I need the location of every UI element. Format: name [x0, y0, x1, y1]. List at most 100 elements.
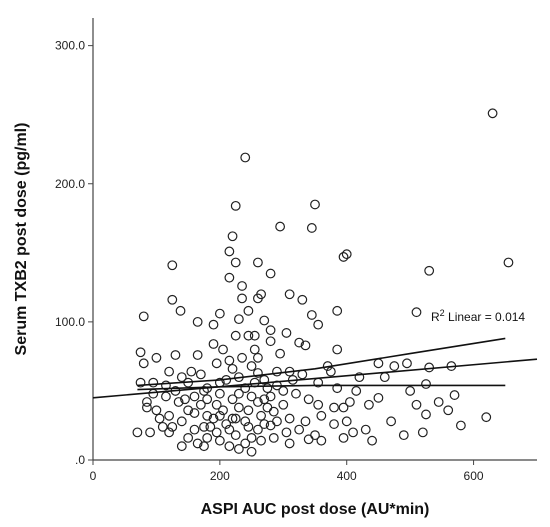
data-point [211, 399, 222, 410]
data-point [246, 433, 257, 443]
data-point [224, 424, 235, 435]
data-point [373, 392, 384, 403]
y-axis-title: Serum TXB2 post dose (pg/ml) [13, 123, 30, 356]
data-point [195, 369, 206, 380]
data-point [449, 390, 460, 400]
data-point [278, 386, 289, 396]
data-point [284, 413, 295, 424]
data-point [214, 308, 225, 319]
data-point [338, 252, 349, 262]
data-point [281, 328, 292, 338]
data-point [338, 433, 349, 443]
data-point [138, 358, 149, 369]
data-point [411, 399, 422, 410]
data-point [230, 257, 241, 268]
data-point [240, 416, 251, 427]
data-point [154, 413, 165, 424]
data-point [208, 339, 219, 349]
data-point [151, 352, 162, 363]
data-point [199, 441, 209, 452]
data-point [253, 424, 263, 435]
data-point [332, 305, 343, 316]
data-point [233, 314, 244, 325]
data-point [157, 421, 168, 432]
data-point [300, 340, 311, 351]
data-point [243, 305, 254, 316]
ci-upper-line [137, 337, 506, 387]
data-point [284, 438, 295, 449]
data-point [405, 386, 416, 396]
data-point [202, 433, 213, 443]
data-point [417, 427, 428, 438]
data-point [303, 434, 314, 445]
data-point [300, 416, 311, 427]
data-point [389, 361, 400, 371]
data-point [227, 413, 238, 424]
data-point [481, 412, 492, 423]
data-point [145, 427, 155, 438]
data-point [224, 246, 235, 257]
data-point [221, 419, 232, 429]
data-point [310, 430, 320, 441]
data-point [135, 377, 146, 388]
data-point [259, 315, 270, 326]
data-point [306, 223, 317, 233]
data-point [230, 413, 241, 424]
data-point [138, 311, 149, 322]
data-point [148, 377, 159, 388]
data-point [265, 268, 276, 279]
data-point [189, 408, 200, 418]
data-point [503, 257, 514, 268]
data-point [176, 372, 187, 383]
ci-lower-line [137, 384, 506, 391]
data-point [367, 435, 377, 446]
data-point [243, 405, 254, 416]
data-point [170, 350, 181, 360]
data-point [294, 337, 305, 348]
y-tick-label: 300.0 [55, 39, 85, 53]
data-point [294, 424, 305, 435]
data-point [249, 344, 260, 355]
data-point [421, 409, 431, 420]
data-point [167, 260, 178, 271]
data-point [164, 427, 175, 438]
data-point [272, 366, 282, 377]
data-point [132, 427, 143, 438]
data-point [338, 402, 349, 413]
data-point [386, 416, 397, 427]
x-tick-label: 0 [90, 469, 97, 483]
data-point [173, 397, 184, 407]
data-point [246, 446, 257, 457]
data-point [443, 405, 454, 416]
data-point [278, 399, 289, 410]
x-tick-label: 600 [464, 469, 484, 483]
data-point [199, 421, 209, 432]
data-point [253, 352, 263, 363]
data-point [268, 406, 279, 417]
data-point [421, 379, 431, 389]
data-point [262, 383, 273, 394]
data-point [161, 391, 171, 402]
data-point [351, 386, 362, 396]
data-point [164, 366, 175, 377]
data-point [246, 391, 257, 402]
data-point [265, 336, 276, 347]
data-point [243, 421, 254, 432]
data-point [230, 430, 241, 441]
data-point [180, 394, 190, 405]
data-point [142, 402, 152, 413]
plot-area: .0 100.0 200.0 300.0 0 200 400 600 [55, 18, 538, 483]
data-point [202, 410, 213, 421]
annotation-superscript: 2 [440, 308, 445, 318]
data-point [364, 399, 374, 410]
data-point [398, 430, 409, 441]
data-point [214, 388, 225, 399]
data-point [214, 410, 225, 421]
data-point [208, 319, 219, 330]
data-point [344, 397, 355, 407]
data-point [262, 402, 273, 413]
data-point [176, 441, 187, 452]
data-point [433, 397, 444, 407]
data-point [211, 427, 222, 438]
